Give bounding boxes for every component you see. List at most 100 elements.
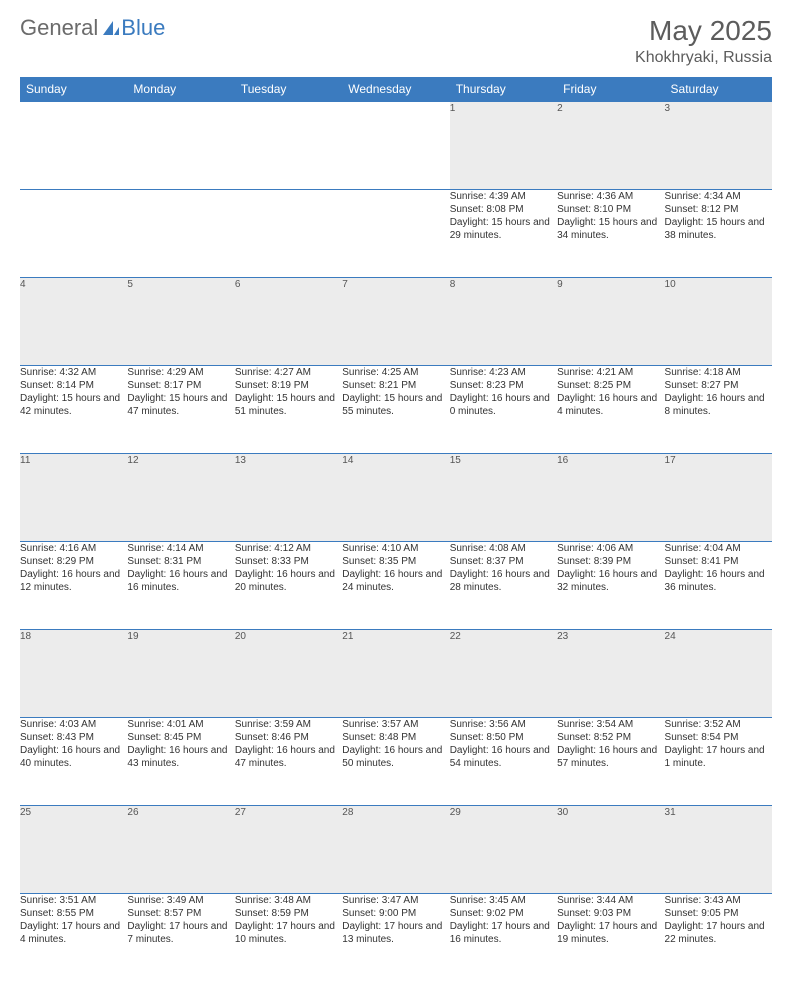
day-number-cell: 14 — [342, 454, 449, 542]
sunset-text: Sunset: 8:29 PM — [20, 555, 127, 568]
daylight-text: Daylight: 15 hours and 55 minutes. — [342, 392, 449, 418]
day-number-cell: 19 — [127, 630, 234, 718]
daylight-text: Daylight: 16 hours and 50 minutes. — [342, 744, 449, 770]
sunset-text: Sunset: 9:00 PM — [342, 907, 449, 920]
daylight-text: Daylight: 16 hours and 32 minutes. — [557, 568, 664, 594]
day-info-cell — [20, 190, 127, 278]
sunset-text: Sunset: 8:54 PM — [665, 731, 772, 744]
day-number-cell: 16 — [557, 454, 664, 542]
daylight-text: Daylight: 16 hours and 43 minutes. — [127, 744, 234, 770]
day-number-cell: 7 — [342, 278, 449, 366]
sunset-text: Sunset: 8:55 PM — [20, 907, 127, 920]
day-number-cell: 11 — [20, 454, 127, 542]
sunrise-text: Sunrise: 4:23 AM — [450, 366, 557, 379]
sunset-text: Sunset: 8:57 PM — [127, 907, 234, 920]
day-info-cell: Sunrise: 4:01 AMSunset: 8:45 PMDaylight:… — [127, 718, 234, 806]
daylight-text: Daylight: 17 hours and 16 minutes. — [450, 920, 557, 946]
day-header: Wednesday — [342, 77, 449, 102]
day-number-cell: 30 — [557, 806, 664, 894]
day-number-cell: 6 — [235, 278, 342, 366]
sunrise-text: Sunrise: 3:44 AM — [557, 894, 664, 907]
day-header: Tuesday — [235, 77, 342, 102]
daylight-text: Daylight: 17 hours and 19 minutes. — [557, 920, 664, 946]
day-number-cell: 18 — [20, 630, 127, 718]
day-number-cell — [235, 102, 342, 190]
day-info-cell: Sunrise: 4:23 AMSunset: 8:23 PMDaylight:… — [450, 366, 557, 454]
sunrise-text: Sunrise: 3:45 AM — [450, 894, 557, 907]
day-number-cell: 10 — [665, 278, 772, 366]
day-info-cell: Sunrise: 3:49 AMSunset: 8:57 PMDaylight:… — [127, 894, 234, 982]
daylight-text: Daylight: 15 hours and 51 minutes. — [235, 392, 342, 418]
daylight-text: Daylight: 15 hours and 29 minutes. — [450, 216, 557, 242]
daylight-text: Daylight: 15 hours and 38 minutes. — [665, 216, 772, 242]
daylight-text: Daylight: 17 hours and 10 minutes. — [235, 920, 342, 946]
day-info-cell: Sunrise: 4:25 AMSunset: 8:21 PMDaylight:… — [342, 366, 449, 454]
day-info-cell: Sunrise: 3:52 AMSunset: 8:54 PMDaylight:… — [665, 718, 772, 806]
logo: General Blue — [20, 15, 165, 41]
day-info-cell: Sunrise: 4:21 AMSunset: 8:25 PMDaylight:… — [557, 366, 664, 454]
sunset-text: Sunset: 8:33 PM — [235, 555, 342, 568]
sunrise-text: Sunrise: 3:54 AM — [557, 718, 664, 731]
day-number-cell: 2 — [557, 102, 664, 190]
day-info-cell: Sunrise: 4:08 AMSunset: 8:37 PMDaylight:… — [450, 542, 557, 630]
calendar-table: SundayMondayTuesdayWednesdayThursdayFrid… — [20, 77, 772, 982]
day-header: Sunday — [20, 77, 127, 102]
day-info-cell: Sunrise: 4:16 AMSunset: 8:29 PMDaylight:… — [20, 542, 127, 630]
day-info-cell: Sunrise: 4:29 AMSunset: 8:17 PMDaylight:… — [127, 366, 234, 454]
day-info-cell: Sunrise: 4:04 AMSunset: 8:41 PMDaylight:… — [665, 542, 772, 630]
day-info-cell: Sunrise: 3:54 AMSunset: 8:52 PMDaylight:… — [557, 718, 664, 806]
day-info-cell: Sunrise: 3:51 AMSunset: 8:55 PMDaylight:… — [20, 894, 127, 982]
sunset-text: Sunset: 8:27 PM — [665, 379, 772, 392]
day-info-cell: Sunrise: 4:34 AMSunset: 8:12 PMDaylight:… — [665, 190, 772, 278]
sunrise-text: Sunrise: 4:25 AM — [342, 366, 449, 379]
day-info-cell — [127, 190, 234, 278]
sunrise-text: Sunrise: 4:32 AM — [20, 366, 127, 379]
daylight-text: Daylight: 15 hours and 47 minutes. — [127, 392, 234, 418]
title-block: May 2025 Khokhryaki, Russia — [635, 15, 772, 67]
day-info-cell: Sunrise: 4:06 AMSunset: 8:39 PMDaylight:… — [557, 542, 664, 630]
sunset-text: Sunset: 9:05 PM — [665, 907, 772, 920]
sunset-text: Sunset: 8:43 PM — [20, 731, 127, 744]
day-info-cell: Sunrise: 3:43 AMSunset: 9:05 PMDaylight:… — [665, 894, 772, 982]
sunset-text: Sunset: 8:46 PM — [235, 731, 342, 744]
sunrise-text: Sunrise: 3:57 AM — [342, 718, 449, 731]
sunset-text: Sunset: 8:59 PM — [235, 907, 342, 920]
sunset-text: Sunset: 8:50 PM — [450, 731, 557, 744]
daylight-text: Daylight: 16 hours and 0 minutes. — [450, 392, 557, 418]
day-number-cell: 21 — [342, 630, 449, 718]
daylight-text: Daylight: 16 hours and 16 minutes. — [127, 568, 234, 594]
day-number-cell: 5 — [127, 278, 234, 366]
day-info-cell: Sunrise: 4:39 AMSunset: 8:08 PMDaylight:… — [450, 190, 557, 278]
day-info-cell: Sunrise: 3:56 AMSunset: 8:50 PMDaylight:… — [450, 718, 557, 806]
day-number-cell: 13 — [235, 454, 342, 542]
day-number-cell: 20 — [235, 630, 342, 718]
day-number-cell: 4 — [20, 278, 127, 366]
day-number-cell — [342, 102, 449, 190]
day-number-cell — [20, 102, 127, 190]
location: Khokhryaki, Russia — [635, 49, 772, 67]
day-info-cell: Sunrise: 3:59 AMSunset: 8:46 PMDaylight:… — [235, 718, 342, 806]
sunset-text: Sunset: 8:41 PM — [665, 555, 772, 568]
sunrise-text: Sunrise: 3:49 AM — [127, 894, 234, 907]
sunset-text: Sunset: 8:08 PM — [450, 203, 557, 216]
day-info-cell: Sunrise: 3:47 AMSunset: 9:00 PMDaylight:… — [342, 894, 449, 982]
sunrise-text: Sunrise: 4:36 AM — [557, 190, 664, 203]
day-number-cell: 26 — [127, 806, 234, 894]
daylight-text: Daylight: 16 hours and 36 minutes. — [665, 568, 772, 594]
sunrise-text: Sunrise: 4:06 AM — [557, 542, 664, 555]
sunrise-text: Sunrise: 3:59 AM — [235, 718, 342, 731]
daylight-text: Daylight: 16 hours and 4 minutes. — [557, 392, 664, 418]
day-info-cell: Sunrise: 4:10 AMSunset: 8:35 PMDaylight:… — [342, 542, 449, 630]
logo-text-1: General — [20, 15, 98, 41]
sunrise-text: Sunrise: 3:43 AM — [665, 894, 772, 907]
sunset-text: Sunset: 8:31 PM — [127, 555, 234, 568]
sunrise-text: Sunrise: 4:29 AM — [127, 366, 234, 379]
daylight-text: Daylight: 16 hours and 57 minutes. — [557, 744, 664, 770]
sunset-text: Sunset: 8:14 PM — [20, 379, 127, 392]
daylight-text: Daylight: 17 hours and 13 minutes. — [342, 920, 449, 946]
sunset-text: Sunset: 8:19 PM — [235, 379, 342, 392]
day-number-cell: 28 — [342, 806, 449, 894]
day-number-cell: 25 — [20, 806, 127, 894]
day-info-cell: Sunrise: 4:03 AMSunset: 8:43 PMDaylight:… — [20, 718, 127, 806]
day-number-cell: 3 — [665, 102, 772, 190]
